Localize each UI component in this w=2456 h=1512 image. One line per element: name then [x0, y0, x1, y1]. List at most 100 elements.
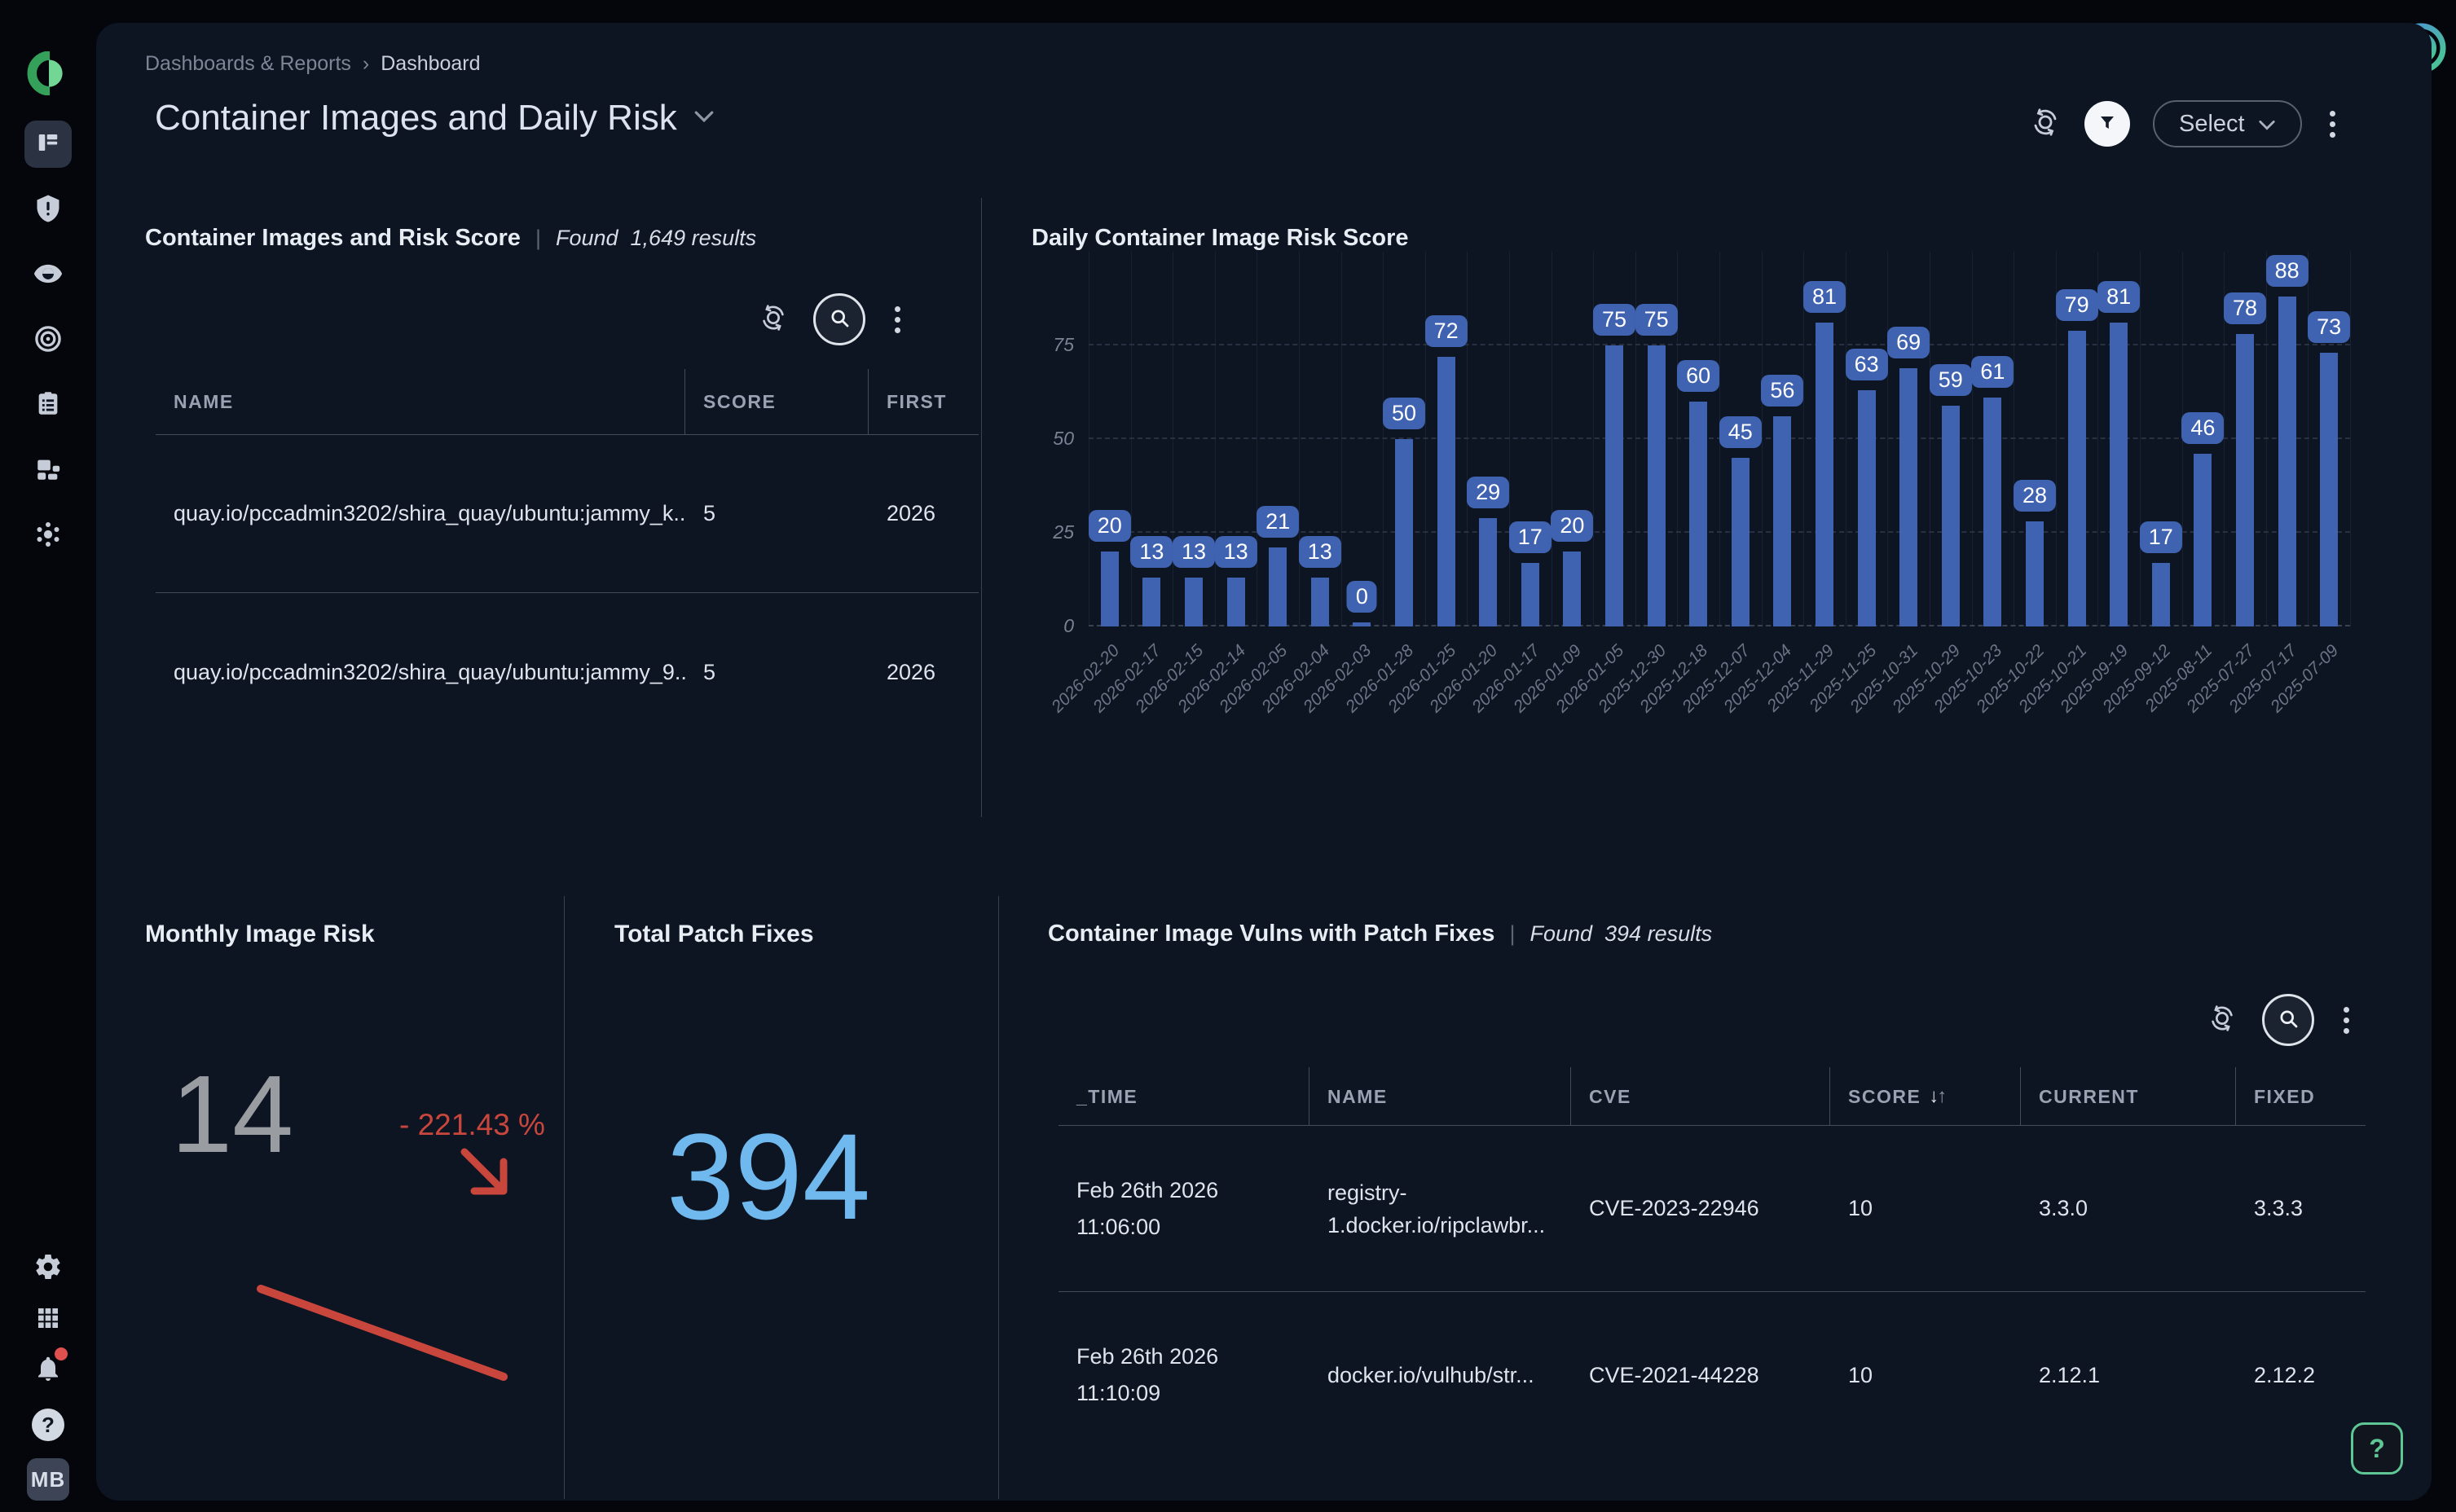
bar[interactable] — [1773, 416, 1792, 626]
filter-button[interactable] — [2084, 101, 2130, 147]
bar[interactable] — [1100, 552, 1119, 626]
breadcrumb: Dashboards & Reports › Dashboard — [145, 52, 481, 76]
sidebar-item-detections[interactable] — [0, 516, 96, 556]
sidebar-item-reports[interactable] — [0, 386, 96, 425]
search-button[interactable] — [813, 293, 865, 345]
bar-value-label: 17 — [2139, 521, 2182, 553]
bar[interactable] — [2278, 297, 2296, 626]
title-chevron-down-icon[interactable] — [693, 109, 715, 128]
search-button[interactable] — [2262, 994, 2314, 1046]
column-header-fixed[interactable]: FIXED — [2254, 1085, 2316, 1107]
column-header-score[interactable]: SCORE ↓↑ — [1830, 1067, 2021, 1126]
bar[interactable] — [2194, 454, 2212, 626]
cve-cell: CVE-2021-44228 — [1589, 1362, 1759, 1387]
bar[interactable] — [1689, 402, 1708, 626]
bar-value-label: 45 — [1719, 416, 1762, 448]
fixed-cell: 2.12.2 — [2254, 1362, 2316, 1387]
vertical-gridline — [1299, 252, 1300, 626]
bar-value-label: 13 — [1214, 536, 1257, 569]
bar[interactable] — [1269, 547, 1287, 626]
table-row[interactable]: quay.io/pccadmin3202/shira_quay/ubuntu:j… — [156, 435, 979, 593]
column-header-time[interactable]: _TIME — [1059, 1067, 1309, 1126]
sidebar-item-help[interactable]: ? — [0, 1405, 96, 1444]
bar[interactable] — [1521, 562, 1539, 626]
bar[interactable] — [1731, 458, 1750, 626]
sidebar-item-dashboards[interactable] — [0, 121, 96, 168]
score-cell: 10 — [1848, 1196, 1873, 1220]
vertical-gridline — [2308, 252, 2309, 626]
vertical-gridline — [2224, 252, 2225, 626]
bar-value-label: 46 — [2181, 412, 2225, 445]
images-panel-toolbar — [758, 293, 905, 345]
sidebar-item-security[interactable] — [0, 191, 96, 230]
table-row[interactable]: quay.io/pccadmin3202/shira_quay/ubuntu:j… — [156, 593, 979, 751]
bar[interactable] — [1185, 578, 1203, 626]
sidebar-item-account[interactable]: MB — [0, 1458, 96, 1501]
bar-value-label: 81 — [2097, 281, 2141, 314]
bar[interactable] — [1647, 345, 1666, 626]
bar[interactable] — [2026, 521, 2044, 626]
refresh-icon[interactable] — [2207, 1003, 2238, 1038]
refresh-icon[interactable] — [2029, 106, 2062, 143]
bar[interactable] — [1899, 367, 1918, 626]
column-header-name[interactable]: NAME — [1309, 1067, 1571, 1126]
table-row[interactable]: Feb 26th 2026 11:06:00 registry- 1.docker.… — [1059, 1126, 2366, 1292]
bar-value-label: 63 — [1845, 349, 1888, 381]
bar[interactable] — [1941, 405, 1960, 626]
vertical-gridline — [2097, 252, 2099, 626]
app-logo[interactable] — [0, 50, 96, 98]
image-name-cell: quay.io/pccadmin3202/shira_quay/ubuntu:j… — [174, 659, 685, 684]
page-kebab-menu-icon[interactable] — [2325, 106, 2340, 143]
column-header-first[interactable]: FIRST — [887, 390, 947, 412]
column-header-score[interactable]: SCORE — [685, 369, 869, 434]
sidebar-item-apps[interactable] — [0, 1300, 96, 1339]
images-table: NAME SCORE FIRST quay.io/pccadmin3202/sh… — [156, 369, 979, 751]
sidebar-item-workspace[interactable] — [0, 451, 96, 490]
select-dropdown[interactable]: Select — [2153, 100, 2302, 147]
panel-divider — [564, 896, 565, 1499]
bar[interactable] — [2067, 330, 2086, 626]
bar[interactable] — [1226, 578, 1245, 626]
funnel-icon — [2097, 113, 2117, 135]
sidebar-item-target[interactable] — [0, 321, 96, 360]
bar-value-label: 20 — [1088, 510, 1131, 542]
cve-cell: CVE-2023-22946 — [1589, 1196, 1759, 1220]
vertical-gridline — [1971, 252, 1973, 626]
bar[interactable] — [1479, 517, 1498, 626]
sidebar-item-notifications[interactable] — [0, 1347, 96, 1391]
bar[interactable] — [1605, 345, 1623, 626]
bar[interactable] — [2151, 562, 2170, 626]
monthly-risk-value: 14 — [171, 1053, 294, 1176]
bar[interactable] — [1310, 578, 1329, 626]
first-seen-cell: 2026 — [887, 501, 936, 525]
column-header-name[interactable]: NAME — [156, 369, 685, 434]
y-axis-tick-label: 0 — [1063, 615, 1074, 636]
breadcrumb-dashboards-reports[interactable]: Dashboards & Reports — [145, 52, 351, 75]
help-button[interactable]: ? — [2351, 1422, 2403, 1475]
bar[interactable] — [2236, 334, 2254, 626]
bar[interactable] — [1395, 439, 1413, 626]
bar-value-label: 13 — [1298, 536, 1341, 569]
column-header-current[interactable]: CURRENT — [2021, 1067, 2236, 1126]
bar[interactable] — [1816, 323, 1833, 626]
bar[interactable] — [1437, 356, 1455, 626]
vulns-panel-toolbar — [2207, 994, 2354, 1046]
bar-value-label: 28 — [2013, 480, 2057, 512]
table-row[interactable]: Feb 26th 2026 11:10:09 docker.io/vulhub/s… — [1059, 1292, 2366, 1458]
refresh-icon[interactable] — [758, 302, 789, 337]
sidebar-item-observe[interactable] — [0, 256, 96, 295]
blocks-icon — [34, 455, 62, 487]
first-seen-cell: 2026 — [887, 659, 936, 684]
bar[interactable] — [1857, 390, 1876, 626]
bar[interactable] — [2320, 353, 2339, 626]
bar[interactable] — [1353, 622, 1371, 626]
bar[interactable] — [1142, 578, 1161, 626]
vulns-kebab-menu-icon[interactable] — [2339, 1002, 2354, 1039]
bar[interactable] — [1983, 398, 2002, 626]
sidebar-item-settings[interactable] — [0, 1249, 96, 1288]
column-header-cve[interactable]: CVE — [1571, 1067, 1830, 1126]
images-kebab-menu-icon[interactable] — [890, 301, 905, 338]
bar[interactable] — [2110, 323, 2128, 626]
bar[interactable] — [1563, 552, 1582, 626]
bar-value-label: 59 — [1929, 363, 1972, 396]
